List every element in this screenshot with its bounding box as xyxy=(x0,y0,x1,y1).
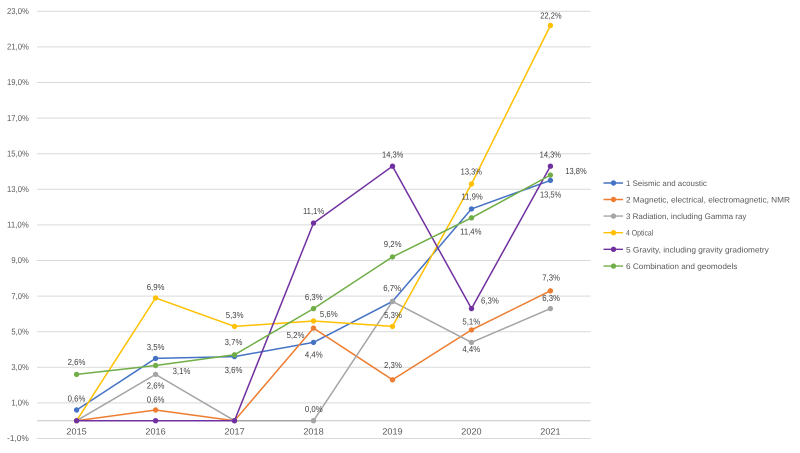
svg-text:11,4%: 11,4% xyxy=(460,227,482,237)
svg-text:2015: 2015 xyxy=(66,427,86,437)
svg-text:22,2%: 22,2% xyxy=(540,11,562,21)
svg-text:7,0%: 7,0% xyxy=(11,291,29,301)
svg-text:2016: 2016 xyxy=(145,427,165,437)
svg-text:6,3%: 6,3% xyxy=(542,293,560,303)
svg-text:15,0%: 15,0% xyxy=(7,148,29,158)
svg-text:11,0%: 11,0% xyxy=(7,220,29,230)
svg-text:23,0%: 23,0% xyxy=(7,6,29,16)
svg-text:6 Combination and geomodels: 6 Combination and geomodels xyxy=(626,262,737,271)
svg-text:5,2%: 5,2% xyxy=(287,330,305,340)
svg-text:2,3%: 2,3% xyxy=(384,360,402,370)
svg-text:5,3%: 5,3% xyxy=(384,310,402,320)
svg-text:-1,0%: -1,0% xyxy=(7,433,29,443)
svg-text:0,6%: 0,6% xyxy=(147,395,165,405)
svg-text:13,3%: 13,3% xyxy=(461,167,483,177)
svg-text:2,6%: 2,6% xyxy=(147,380,165,390)
svg-text:0,6%: 0,6% xyxy=(68,393,86,403)
svg-text:6,7%: 6,7% xyxy=(383,283,401,293)
svg-text:2 Magnetic, electrical, electr: 2 Magnetic, electrical, electromagnetic,… xyxy=(626,196,790,205)
svg-text:6,9%: 6,9% xyxy=(147,282,165,292)
svg-text:19,0%: 19,0% xyxy=(7,77,29,87)
svg-text:1,0%: 1,0% xyxy=(11,398,29,408)
svg-text:14,3%: 14,3% xyxy=(540,150,562,160)
svg-text:3,7%: 3,7% xyxy=(225,337,243,347)
svg-text:1 Seismic and acoustic: 1 Seismic and acoustic xyxy=(626,179,707,188)
svg-text:13,5%: 13,5% xyxy=(540,190,562,200)
svg-text:2018: 2018 xyxy=(303,427,323,437)
svg-text:17,0%: 17,0% xyxy=(7,113,29,123)
svg-text:7,3%: 7,3% xyxy=(542,273,560,283)
svg-text:5,0%: 5,0% xyxy=(11,326,29,336)
svg-text:5,6%: 5,6% xyxy=(320,309,338,319)
svg-text:13,0%: 13,0% xyxy=(7,184,29,194)
svg-text:11,9%: 11,9% xyxy=(461,192,483,202)
svg-text:3 Radiation, including Gamma r: 3 Radiation, including Gamma ray xyxy=(626,212,746,221)
svg-text:5 Gravity, including gravity g: 5 Gravity, including gravity gradiometry xyxy=(626,245,769,254)
svg-text:21,0%: 21,0% xyxy=(7,42,29,52)
svg-text:4,4%: 4,4% xyxy=(462,344,480,354)
svg-text:4 Optical: 4 Optical xyxy=(626,229,653,238)
svg-text:6,3%: 6,3% xyxy=(481,296,499,306)
svg-text:2020: 2020 xyxy=(461,427,481,437)
svg-text:2,6%: 2,6% xyxy=(68,357,86,367)
svg-text:2019: 2019 xyxy=(382,427,402,437)
svg-text:3,1%: 3,1% xyxy=(173,366,191,376)
svg-text:3,0%: 3,0% xyxy=(11,362,29,372)
svg-text:3,6%: 3,6% xyxy=(225,365,243,375)
svg-text:0,0%: 0,0% xyxy=(305,404,323,414)
svg-text:5,3%: 5,3% xyxy=(226,310,244,320)
svg-text:14,3%: 14,3% xyxy=(382,150,404,160)
svg-text:13,8%: 13,8% xyxy=(565,166,587,176)
svg-text:9,0%: 9,0% xyxy=(11,255,29,265)
svg-text:2021: 2021 xyxy=(540,427,560,437)
svg-text:4,4%: 4,4% xyxy=(305,350,323,360)
svg-text:2017: 2017 xyxy=(224,427,244,437)
svg-text:5,1%: 5,1% xyxy=(462,316,480,326)
svg-text:9,2%: 9,2% xyxy=(384,239,402,249)
svg-text:11,1%: 11,1% xyxy=(303,206,325,216)
svg-text:3,5%: 3,5% xyxy=(147,342,165,352)
svg-text:6,3%: 6,3% xyxy=(305,292,323,302)
